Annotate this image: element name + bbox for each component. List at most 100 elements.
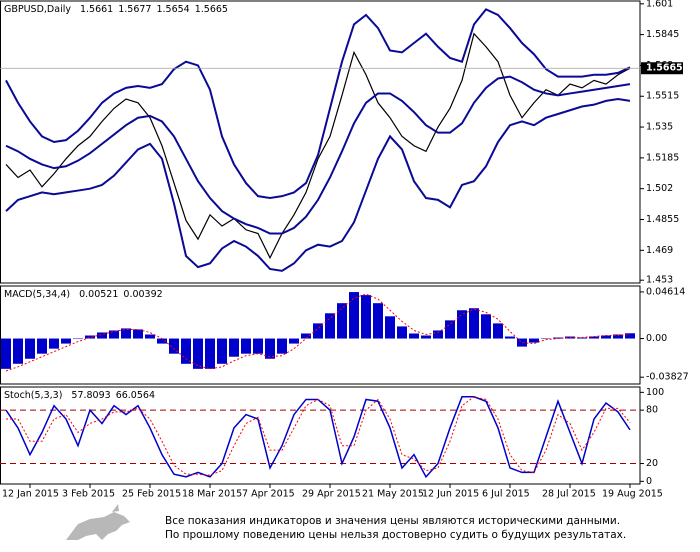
indicator-title: Stoch(5,3,3) (4, 390, 62, 401)
macd-bar (517, 338, 527, 347)
macd-bar (589, 336, 599, 339)
disclaimer-line: Все показания индикаторов и значения цен… (165, 515, 620, 527)
stoch-signal-line (6, 396, 631, 476)
macd-bar (85, 335, 95, 339)
y-tick-label: 0.00 (646, 333, 667, 344)
macd-bar (181, 338, 191, 364)
macd-bar (13, 338, 23, 364)
y-tick-label: 1.5185 (646, 152, 679, 163)
ohlc-value: 1.5665 (195, 4, 228, 15)
macd-bar (313, 323, 323, 339)
y-tick-label: 80 (646, 405, 658, 416)
indicator-value: 0.00521 (79, 289, 118, 300)
macd-bar (169, 338, 179, 354)
disclaimer-line: По прошлому поведению цены нельзя достов… (165, 529, 626, 541)
y-tick-label: 100 (646, 387, 664, 398)
macd-bar (49, 338, 59, 349)
indicator-value: 0.00392 (123, 289, 162, 300)
macd-bar (481, 314, 491, 339)
macd-bar (229, 338, 239, 357)
y-tick-label: 1.453 (646, 275, 673, 286)
y-tick-label: 0 (646, 476, 652, 487)
macd-bar (205, 338, 215, 369)
ohlc-value: 1.5661 (80, 4, 113, 15)
macd-bar (145, 334, 155, 339)
bull-icon (66, 512, 130, 540)
y-tick-label: 1.5845 (646, 29, 679, 40)
macd-bar (421, 335, 431, 339)
panel-frame (0, 285, 641, 385)
macd-bar (73, 338, 83, 340)
logo (66, 504, 130, 540)
macd-bar (577, 337, 587, 339)
x-tick-label: 12 Jun 2015 (422, 489, 479, 500)
macd-bar (373, 303, 383, 339)
x-tick-label: 19 Aug 2015 (602, 489, 663, 500)
x-tick-label: 29 Apr 2015 (302, 489, 361, 500)
macd-bar (265, 338, 275, 359)
macd-bar (1, 338, 11, 369)
bollinger-band (5, 98, 631, 272)
macd-bar (157, 338, 167, 344)
macd-bar (37, 338, 47, 354)
y-tick-label: 1.5515 (646, 91, 679, 102)
macd-bar (217, 338, 227, 364)
macd-bar (253, 338, 263, 354)
macd-bar (301, 333, 311, 339)
current-price-label: 1.5665 (646, 63, 683, 74)
macd-bar (541, 338, 551, 340)
indicator-title: MACD(5,34,4) (4, 289, 70, 300)
ohlc-value: 1.5654 (156, 4, 189, 15)
macd-bar (349, 292, 359, 339)
macd-bar (613, 334, 623, 339)
y-tick-label: 1.601 (646, 0, 673, 9)
macd-bar (193, 338, 203, 369)
x-tick-label: 3 Feb 2015 (62, 489, 115, 500)
macd-bar (277, 338, 287, 354)
macd-bar (361, 295, 371, 339)
macd-bar (61, 338, 71, 344)
macd-bar (409, 333, 419, 339)
macd-bar (625, 333, 635, 339)
macd-bar (601, 335, 611, 339)
macd-bar (121, 328, 131, 339)
x-tick-label: 25 Feb 2015 (122, 489, 181, 500)
macd-bar (553, 337, 563, 339)
indicator-value: 57.8093 (71, 390, 110, 401)
y-tick-label: 0.04614 (646, 286, 685, 297)
indicator-title: GBPUSD,Daily (4, 4, 71, 15)
x-tick-label: 18 Mar 2015 (182, 489, 242, 500)
macd-bar (529, 338, 539, 343)
macd-bar (445, 320, 455, 339)
price-line (5, 32, 631, 260)
macd-bar (241, 338, 251, 354)
y-tick-label: -0.03827 (646, 372, 689, 383)
macd-bar (325, 313, 335, 339)
bollinger-band (5, 8, 631, 200)
x-tick-label: 7 Apr 2015 (242, 489, 295, 500)
macd-bar (469, 308, 479, 339)
x-tick-label: 28 Jul 2015 (542, 489, 596, 500)
indicator-value: 66.0564 (116, 390, 155, 401)
macd-bar (433, 330, 443, 339)
macd-bar (505, 336, 515, 339)
x-tick-label: 6 Jul 2015 (482, 489, 530, 500)
macd-bar (385, 316, 395, 339)
y-tick-label: 1.535 (646, 122, 673, 133)
x-tick-label: 12 Jan 2015 (2, 489, 59, 500)
bull-horn (112, 504, 119, 512)
y-tick-label: 1.4855 (646, 214, 679, 225)
macd-bar (109, 330, 119, 339)
macd-bar (493, 323, 503, 339)
y-tick-label: 20 (646, 458, 658, 469)
panel-header: GBPUSD,Daily 1.5661 1.5677 1.5654 1.5665 (4, 4, 228, 15)
macd-bar (337, 303, 347, 339)
y-tick-label: 1.469 (646, 245, 673, 256)
panel-frame (0, 386, 641, 485)
panel-frame (0, 0, 641, 284)
macd-bar (397, 326, 407, 339)
x-tick-label: 21 May 2015 (362, 489, 424, 500)
bollinger-band (5, 75, 631, 235)
